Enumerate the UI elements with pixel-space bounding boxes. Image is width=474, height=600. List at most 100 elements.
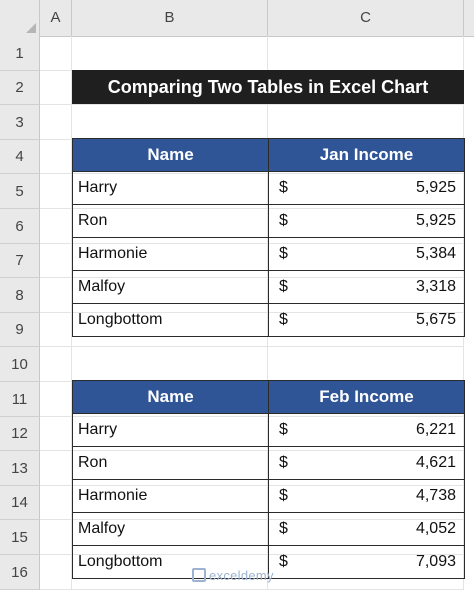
column-header-bar (0, 0, 474, 37)
grid-cell[interactable] (40, 105, 72, 140)
grid-cell[interactable] (40, 417, 72, 451)
currency-symbol: $ (279, 212, 288, 229)
table-row: Malfoy $4,052 (72, 512, 465, 546)
name-cell[interactable]: Longbottom (72, 303, 269, 337)
table-header-name[interactable]: Name (72, 138, 269, 172)
grid-cell[interactable] (40, 71, 72, 105)
amount-value: 4,738 (415, 487, 456, 504)
row-header[interactable]: 1 (0, 36, 40, 71)
table-row: Longbottom $5,675 (72, 303, 465, 337)
exceldemy-logo-icon (192, 568, 206, 582)
amount-value: 5,925 (415, 179, 456, 196)
table-row: Ron $4,621 (72, 446, 465, 480)
row-header[interactable]: 8 (0, 278, 40, 313)
currency-symbol: $ (279, 454, 288, 471)
jan-income-table: Name Jan Income Harry $5,925 Ron $5,925 … (72, 138, 465, 337)
currency-symbol: $ (279, 245, 288, 262)
grid-cell[interactable] (40, 313, 72, 347)
amount-cell[interactable]: $4,738 (268, 479, 465, 513)
row-header[interactable]: 13 (0, 451, 40, 486)
grid-cell[interactable] (40, 209, 72, 244)
name-cell[interactable]: Malfoy (72, 270, 269, 304)
row-header[interactable]: 9 (0, 313, 40, 347)
grid-cell[interactable] (40, 278, 72, 313)
column-header-b[interactable]: B (72, 0, 268, 36)
grid-cell[interactable] (40, 36, 72, 71)
select-all-corner[interactable] (0, 0, 40, 36)
name-cell[interactable]: Malfoy (72, 512, 269, 546)
grid-cell[interactable] (40, 555, 72, 590)
row-header[interactable]: 7 (0, 244, 40, 278)
amount-cell[interactable]: $3,318 (268, 270, 465, 304)
sheet-title[interactable]: Comparing Two Tables in Excel Chart (72, 70, 464, 104)
grid-cell[interactable] (72, 105, 268, 140)
row-header[interactable]: 4 (0, 140, 40, 174)
name-cell[interactable]: Harry (72, 171, 269, 205)
row-header[interactable]: 12 (0, 417, 40, 451)
table-row: Harry $5,925 (72, 171, 465, 205)
amount-value: 3,318 (415, 278, 456, 295)
row-header[interactable]: 6 (0, 209, 40, 244)
grid-cell[interactable] (40, 520, 72, 555)
name-cell[interactable]: Ron (72, 204, 269, 238)
amount-value: 6,221 (415, 421, 456, 438)
name-cell[interactable]: Ron (72, 446, 269, 480)
table-row: Harmonie $5,384 (72, 237, 465, 271)
name-cell[interactable]: Harmonie (72, 237, 269, 271)
amount-cell[interactable]: $7,093 (268, 545, 465, 579)
table-header-row: Name Feb Income (72, 380, 465, 414)
row-header[interactable]: 3 (0, 105, 40, 140)
row-header[interactable]: 15 (0, 520, 40, 555)
amount-cell[interactable]: $5,384 (268, 237, 465, 271)
grid-cell[interactable] (268, 36, 464, 71)
column-header-c[interactable]: C (268, 0, 464, 36)
currency-symbol: $ (279, 311, 288, 328)
amount-value: 5,384 (415, 245, 456, 262)
row-header[interactable]: 5 (0, 174, 40, 209)
grid-cell[interactable] (40, 140, 72, 174)
currency-symbol: $ (279, 487, 288, 504)
amount-value: 5,675 (415, 311, 456, 328)
grid-cell[interactable] (268, 105, 464, 140)
table-row: Harry $6,221 (72, 413, 465, 447)
select-all-icon (26, 23, 36, 33)
amount-cell[interactable]: $5,675 (268, 303, 465, 337)
amount-cell[interactable]: $4,052 (268, 512, 465, 546)
grid-cell[interactable] (268, 347, 464, 382)
table-header-name[interactable]: Name (72, 380, 269, 414)
grid-cell[interactable] (72, 36, 268, 71)
grid-cell[interactable] (40, 347, 72, 382)
watermark-text: exceldemy (209, 568, 274, 583)
row-header[interactable]: 16 (0, 555, 40, 590)
row-header[interactable]: 11 (0, 382, 40, 417)
watermark: exceldemy (192, 568, 274, 583)
amount-cell[interactable]: $6,221 (268, 413, 465, 447)
row-header[interactable]: 14 (0, 486, 40, 520)
currency-symbol: $ (279, 553, 288, 570)
grid-cell[interactable] (40, 382, 72, 417)
row-header[interactable]: 2 (0, 71, 40, 105)
grid-cell[interactable] (72, 347, 268, 382)
name-cell[interactable]: Harry (72, 413, 269, 447)
amount-cell[interactable]: $4,621 (268, 446, 465, 480)
currency-symbol: $ (279, 421, 288, 438)
table-row: Malfoy $3,318 (72, 270, 465, 304)
amount-cell[interactable]: $5,925 (268, 204, 465, 238)
grid-cell[interactable] (40, 451, 72, 486)
amount-value: 7,093 (415, 553, 456, 570)
grid-cell[interactable] (40, 486, 72, 520)
column-header-a[interactable]: A (40, 0, 72, 36)
grid-cell[interactable] (40, 174, 72, 209)
amount-cell[interactable]: $5,925 (268, 171, 465, 205)
name-cell[interactable]: Longbottom (72, 545, 269, 579)
currency-symbol: $ (279, 278, 288, 295)
name-cell[interactable]: Harmonie (72, 479, 269, 513)
table-row: Ron $5,925 (72, 204, 465, 238)
grid-cell[interactable] (40, 244, 72, 278)
table-row: Harmonie $4,738 (72, 479, 465, 513)
row-header[interactable]: 10 (0, 347, 40, 382)
currency-symbol: $ (279, 179, 288, 196)
table-header-income[interactable]: Jan Income (268, 138, 465, 172)
table-header-income[interactable]: Feb Income (268, 380, 465, 414)
